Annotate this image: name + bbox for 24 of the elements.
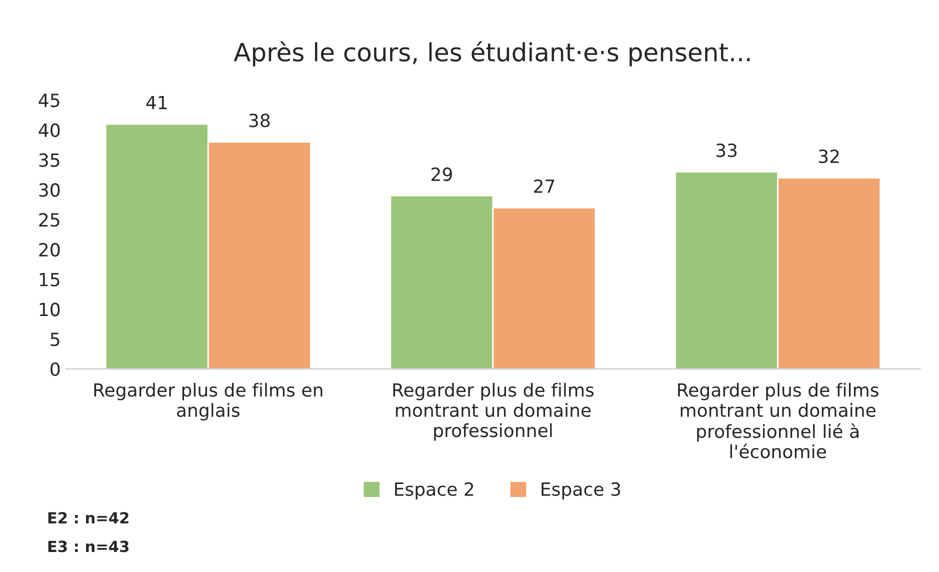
y-tick-label: 35 xyxy=(39,153,60,167)
y-tick-label: 45 xyxy=(38,94,60,108)
legend-label: Espace 3 xyxy=(542,482,620,500)
y-tick-label: 0 xyxy=(50,362,60,376)
x-tick-label: Regarder plus de films en anglais xyxy=(94,382,322,421)
text: E3 : n=43 xyxy=(48,540,128,552)
y-tick-label: 20 xyxy=(39,242,60,257)
data-label: 32 xyxy=(818,150,839,164)
chart-title: Après le cours, les étudiant·e·s pensent... xyxy=(234,41,750,66)
legend-label: Espace 2 xyxy=(395,482,474,500)
data-label: 38 xyxy=(249,114,270,128)
text: E2 : n=42 xyxy=(48,512,128,524)
data-label: 33 xyxy=(716,144,737,158)
data-label: 29 xyxy=(432,167,452,182)
y-tick-label: 40 xyxy=(38,123,60,138)
y-tick-label: 25 xyxy=(39,213,60,227)
x-tick-label: Regarder plus de films montrant un domaine professionnel lié à l'économie xyxy=(678,382,878,458)
data-label: 27 xyxy=(534,179,554,193)
data-label: 41 xyxy=(146,96,167,110)
y-tick-label: 10 xyxy=(40,302,60,316)
x-tick-label: Regarder plus de films montrant un domaine professionnel xyxy=(393,382,594,441)
y-tick-label: 15 xyxy=(40,273,60,286)
y-tick-label: 30 xyxy=(39,183,60,197)
y-tick-label: 5 xyxy=(50,332,60,346)
